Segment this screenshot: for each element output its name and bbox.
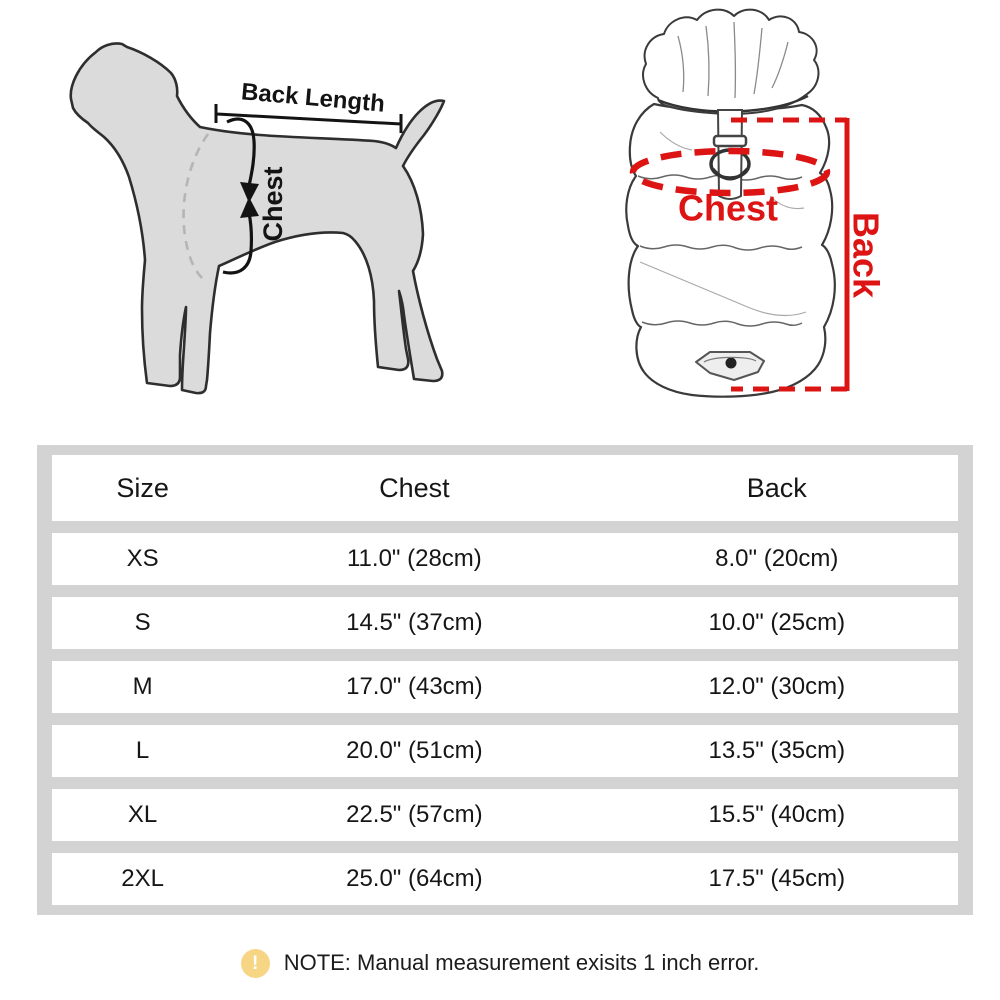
back-length-line [214,104,403,133]
cell-size: 2XL [121,865,164,892]
table-row: 2XL 25.0" (64cm) 17.5" (45cm) [52,853,958,905]
chest-arrow-down [226,117,256,187]
chest-arrow-down-head [240,182,259,203]
chest-arrow-up-head [240,197,259,218]
note-text: NOTE: Manual measurement exisits 1 inch … [283,950,760,975]
back-length-label: Back Length [240,78,386,117]
dog-measurement-diagram: Chest Back Length [69,42,446,395]
table-row: XL 22.5" (57cm) 15.5" (40cm) [52,789,958,841]
dog-chest-label: Chest [258,166,288,241]
header-chest: Chest [379,472,450,503]
cell-back: 8.0" (20cm) [715,545,839,572]
cell-back: 10.0" (25cm) [708,609,846,636]
cell-size: M [132,673,153,700]
size-table: Size Chest Back XS 11.0" (28cm) 8.0" (20… [37,445,973,915]
cell-chest: 14.5" (37cm) [346,609,483,636]
header-size: Size [116,472,169,503]
table-row: M 17.0" (43cm) 12.0" (30cm) [52,661,958,713]
vest-measurement-diagram: Chest Back [625,8,887,398]
d-ring-lower-arc [711,167,749,181]
cell-size: L [135,737,150,764]
badge-detail-line [703,356,757,363]
cell-size: XS [126,545,159,572]
cell-chest: 25.0" (64cm) [346,865,483,892]
collar-fold-lines [677,21,789,99]
cell-chest: 22.5" (57cm) [346,801,483,828]
table-header-row: Size Chest Back [52,455,958,521]
cell-size: S [134,609,151,636]
chest-arrow-up [222,212,253,275]
cell-chest: 17.0" (43cm) [346,673,483,700]
vest-chest-dashed-ellipse [629,147,831,197]
fabric-creases [639,131,807,317]
vest-back-label: Back [846,212,887,299]
table-row: S 14.5" (37cm) 10.0" (25cm) [52,597,958,649]
badge-emblem [725,357,737,369]
cell-back: 13.5" (35cm) [708,737,846,764]
cell-back: 17.5" (45cm) [708,865,846,892]
cell-size: XL [127,801,158,828]
cell-back: 12.0" (30cm) [708,673,846,700]
vest-chest-label: Chest [678,188,778,229]
exclamation-icon: ! [240,948,270,978]
vest-collar [642,8,820,115]
cell-chest: 20.0" (51cm) [346,737,483,764]
dog-silhouette [69,42,446,395]
table-row: XS 11.0" (28cm) 8.0" (20cm) [52,533,958,585]
header-back: Back [746,472,807,503]
chest-girth-dashed-line [182,133,210,279]
cell-back: 15.5" (40cm) [708,801,846,828]
vest-strap [716,109,744,200]
strap-slider [712,134,748,148]
cell-chest: 11.0" (28cm) [346,545,482,572]
table-row: L 20.0" (51cm) 13.5" (35cm) [52,725,958,777]
note-bar: ! NOTE: Manual measurement exisits 1 inc… [0,941,1000,985]
